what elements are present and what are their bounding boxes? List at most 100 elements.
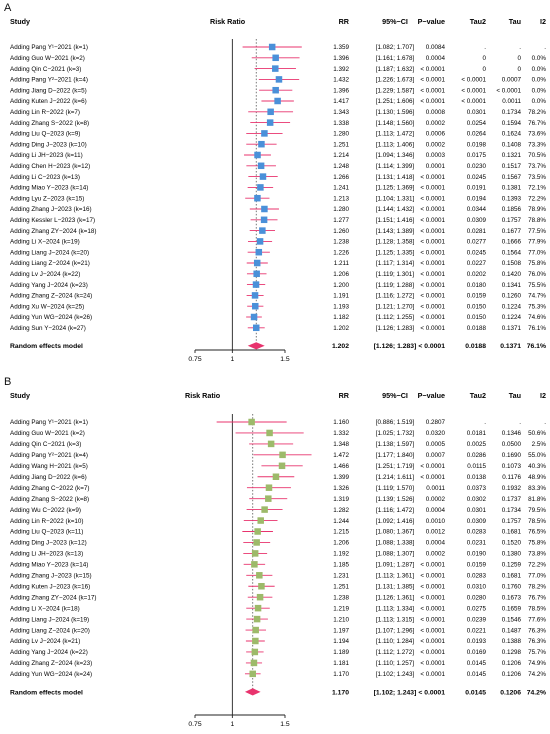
effect-box (266, 119, 274, 126)
x-tick-label: 1 (230, 721, 234, 728)
tau-value: 0.1932 (502, 485, 522, 492)
study-label: Adding Zhang Z−2024 (k=23) (10, 660, 92, 667)
effect-box (255, 248, 263, 256)
tau2-value: 0.0190 (467, 551, 487, 558)
panel-letter-a: A (4, 2, 12, 14)
study-label: Adding Li X−2024 (k=19) (10, 239, 80, 246)
tau2-value: 0.0245 (467, 249, 487, 256)
effect-box (258, 583, 265, 590)
tau-value: 0.1734 (502, 109, 522, 116)
p-value: 0.0002 (426, 496, 446, 503)
header-tau2: Tau2 (470, 17, 486, 26)
tau2-value: 0.0286 (467, 452, 487, 459)
tau2-value: 0.0227 (467, 260, 487, 267)
p-value: 0.0012 (426, 529, 446, 536)
tau2-value: 0.0310 (467, 583, 487, 590)
study-label: Adding Miao Y−2023 (k=14) (10, 562, 88, 569)
i2-value: 75.8% (528, 540, 546, 547)
i2-value: . (544, 44, 546, 51)
effect-box (254, 151, 261, 159)
tau-value: 0.1757 (502, 217, 522, 224)
rr-value: 1.206 (333, 540, 349, 547)
study-label: Adding Yun WG−2024 (k=26) (10, 314, 92, 321)
header-tau2: Tau2 (470, 391, 486, 400)
effect-box (265, 484, 273, 491)
tau-value: 0.0011 (502, 98, 521, 105)
rr-value: 1.182 (333, 314, 349, 321)
p-value: < 0.0001 (420, 228, 445, 235)
study-label: Adding Miao Y−2023 (k=14) (10, 185, 88, 192)
ci-value: [1.025; 1.732] (376, 430, 415, 437)
tau2-value: 0.0344 (467, 206, 487, 213)
effect-box (275, 76, 283, 83)
i2-value: 73.3% (528, 141, 546, 148)
rr-value: 1.280 (333, 131, 349, 138)
tau-value: 0.1206 (502, 660, 522, 667)
effect-box (252, 626, 259, 634)
pooled-label: Random effects model (10, 343, 83, 350)
p-value: < 0.0001 (420, 325, 445, 332)
effect-box (268, 43, 276, 51)
study-label: Adding Kuten J−2023 (k=16) (10, 583, 90, 590)
rr-value: 1.215 (333, 529, 349, 536)
effect-box (248, 418, 255, 426)
tau-value: 0.1666 (502, 239, 522, 246)
ci-value: [1.116; 1.272] (376, 293, 414, 300)
rr-value: 1.197 (333, 627, 349, 634)
effect-box (279, 451, 286, 459)
tau2-value: 0.0198 (467, 141, 487, 148)
ci-value: [1.117; 1.314] (376, 260, 414, 267)
tau2-value: 0.0230 (467, 163, 487, 170)
tau-value: 0.1517 (502, 163, 522, 170)
ci-value: [1.091; 1.287] (376, 562, 415, 569)
tau2-value: 0.0181 (467, 430, 487, 437)
p-value: < 0.0001 (420, 303, 445, 310)
rr-value: 1.266 (333, 174, 349, 181)
p-value: < 0.0001 (420, 594, 445, 601)
tau-value: 0.1321 (502, 152, 522, 159)
p-value: 0.0004 (426, 540, 446, 547)
i2-value: 76.1% (528, 325, 546, 332)
tau-value: . (519, 419, 521, 426)
rr-value: 1.338 (333, 120, 349, 127)
ci-value: [1.104; 1.331] (376, 195, 415, 202)
tau2-value: 0.0150 (467, 314, 487, 321)
i2-value: 78.8% (528, 217, 546, 224)
ci-value: [1.113; 1.472] (376, 131, 414, 138)
tau2-value: 0.0239 (467, 616, 487, 623)
effect-box (253, 615, 261, 623)
ci-value: [1.251; 1.719] (376, 463, 415, 470)
i2-value: 74.7% (528, 293, 546, 300)
pooled-tau2: 0.0188 (465, 343, 486, 350)
tau-value: 0 (517, 66, 521, 73)
rr-value: 1.185 (333, 562, 349, 569)
i2-value: 78.2% (528, 583, 546, 590)
effect-box (258, 140, 265, 148)
tau2-value: 0.0245 (467, 174, 487, 181)
p-value: 0.0011 (426, 485, 445, 492)
forest-plot-b: Study Risk Ratio RR 95%−CI P−value Tau2 Tau I2 A… (10, 391, 546, 728)
ci-value: [1.130; 1.596] (376, 109, 415, 116)
pooled-diamond (244, 688, 261, 696)
tau2-value: 0.0373 (467, 485, 487, 492)
p-value: < 0.0001 (420, 66, 445, 73)
study-label: Adding Li JH−2023 (k=13) (10, 551, 83, 558)
effect-box (261, 506, 268, 513)
tau-value: 0.0500 (502, 441, 522, 448)
study-label: Adding Jiang D−2022 (k=5) (10, 87, 87, 94)
study-label: Adding Lv J−2024 (k=21) (10, 638, 80, 645)
tau-value: 0.0007 (502, 77, 522, 84)
p-value: < 0.0001 (420, 282, 445, 289)
effect-box (256, 593, 264, 601)
i2-value: 77.5% (528, 228, 546, 235)
study-label: Adding Liang Z−2024 (k=21) (10, 260, 90, 267)
rr-value: 1.231 (333, 573, 349, 580)
effect-box (266, 429, 273, 437)
tau-value: 0.1298 (502, 649, 522, 656)
tau2-value: 0.0180 (467, 282, 487, 289)
ci-value: [1.082; 1.707] (376, 44, 415, 51)
tau-value: 0.1737 (502, 496, 522, 503)
study-label: Adding Zhang Z−2024 (k=24) (10, 293, 92, 300)
rr-value: 1.189 (333, 649, 349, 656)
effect-box (254, 604, 262, 612)
